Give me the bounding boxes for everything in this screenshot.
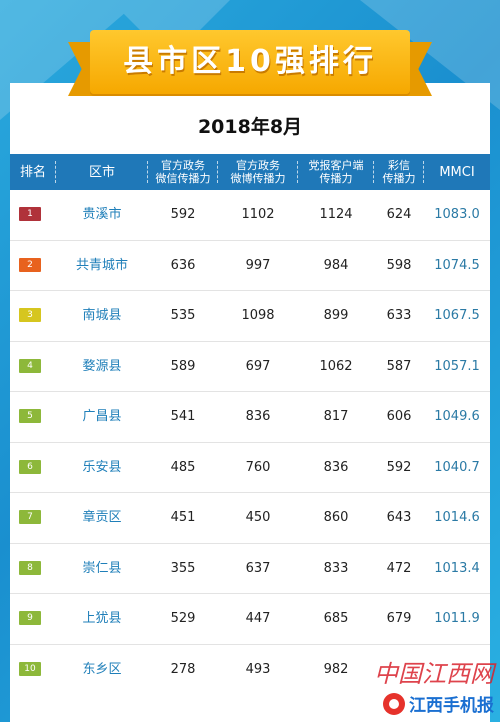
- wechat-value: 535: [170, 308, 196, 323]
- table-row: 6 乐安县 485 760 836 592 1040.7: [10, 443, 490, 493]
- table-row: 3 南城县 535 1098 899 633 1067.5: [10, 291, 490, 342]
- rank-badge: 3: [19, 308, 41, 322]
- app-value: 685: [323, 611, 349, 626]
- rank-badge: 4: [19, 358, 41, 373]
- weibo-value: 447: [245, 611, 271, 626]
- ribbon-band: [90, 30, 410, 94]
- mms-value: 624: [386, 207, 412, 222]
- wechat-value: 355: [170, 560, 196, 576]
- app-value: 836: [323, 459, 349, 475]
- column-header-weibo: 官方政务 微博传播力: [218, 154, 298, 190]
- mmci-value: 1074.5: [434, 257, 480, 273]
- column-header-region: 区市: [56, 154, 148, 190]
- app-value: 817: [323, 409, 349, 424]
- mmci-value: 1011.9: [434, 611, 480, 626]
- mms-value: 592: [386, 459, 412, 475]
- weibo-value: 450: [245, 510, 271, 525]
- region-name: 章贡区: [82, 510, 122, 525]
- rank-badge: 6: [19, 459, 41, 474]
- wechat-value: 636: [170, 257, 196, 273]
- app-value: 1124: [319, 207, 353, 222]
- app-value: 984: [323, 257, 349, 273]
- region-name: 崇仁县: [82, 560, 122, 576]
- mms-value: 472: [386, 560, 412, 576]
- wechat-value: 541: [170, 409, 196, 424]
- wechat-value: 485: [170, 459, 196, 475]
- table-row: 7 章贡区 451 450 860 643 1014.6: [10, 493, 490, 544]
- wechat-value: 278: [170, 661, 196, 677]
- rank-badge: 9: [19, 611, 41, 625]
- table-row: 2 共青城市 636 997 984 598 1074.5: [10, 241, 490, 291]
- mmci-value: 1040.7: [434, 459, 480, 475]
- column-header-mms: 彩信 传播力: [374, 154, 424, 190]
- region-name: 乐安县: [82, 459, 122, 475]
- app-value: 899: [323, 308, 349, 323]
- rank-badge: 5: [19, 409, 41, 423]
- region-name: 广昌县: [82, 409, 122, 424]
- region-name: 东乡区: [82, 661, 122, 677]
- period-subtitle: 2018年8月: [197, 116, 303, 138]
- watermark-brand-name: 江西手机报: [409, 696, 494, 716]
- watermark-brand: 江西手机报: [374, 691, 494, 716]
- region-name: 婺源县: [82, 358, 122, 374]
- app-value: 860: [323, 510, 349, 525]
- page-title: 县市区10强排行: [123, 44, 377, 79]
- watermark: 中国江西网 江西手机报: [374, 654, 494, 716]
- weibo-value: 760: [245, 459, 271, 475]
- region-name: 上犹县: [82, 611, 122, 626]
- table-row: 4 婺源县 589 697 1062 587 1057.1: [10, 342, 490, 392]
- weibo-value: 697: [245, 358, 271, 374]
- ranking-table-body: 1 贵溪市 592 1102 1124 624 1083.0 2 共青城市 63…: [10, 190, 490, 694]
- column-header-wechat: 官方政务 微信传播力: [148, 154, 218, 190]
- table-row: 1 贵溪市 592 1102 1124 624 1083.0: [10, 190, 490, 241]
- weibo-value: 997: [245, 257, 271, 273]
- weibo-value: 836: [245, 409, 271, 424]
- weibo-value: 1102: [241, 207, 275, 222]
- wechat-value: 592: [170, 207, 196, 222]
- app-value: 1062: [319, 358, 353, 374]
- region-name: 贵溪市: [82, 207, 122, 222]
- rank-badge: 10: [19, 661, 41, 676]
- region-name: 南城县: [82, 308, 122, 323]
- table-header: 排名 区市 官方政务 微信传播力 官方政务 微博传播力 党报客户端 传播力 彩信 传播力…: [10, 154, 490, 190]
- weibo-value: 637: [245, 560, 271, 576]
- mms-value: 587: [386, 358, 412, 374]
- table-row: 5 广昌县 541 836 817 606 1049.6: [10, 392, 490, 443]
- mmci-value: 1049.6: [434, 409, 480, 424]
- brand-logo-icon: [383, 692, 405, 715]
- wechat-value: 589: [170, 358, 196, 374]
- mmci-value: 1067.5: [434, 308, 480, 323]
- column-header-app: 党报客户端 传播力: [298, 154, 374, 190]
- mms-value: 598: [386, 257, 412, 273]
- mmci-value: 1083.0: [434, 207, 480, 222]
- mmci-value: 1013.4: [434, 560, 480, 576]
- weibo-value: 493: [245, 661, 271, 677]
- table-row: 8 崇仁县 355 637 833 472 1013.4: [10, 544, 490, 594]
- rank-badge: 1: [19, 207, 41, 221]
- app-value: 833: [323, 560, 349, 576]
- title-ribbon: 县市区10强排行: [68, 30, 432, 102]
- wechat-value: 529: [170, 611, 196, 626]
- mmci-value: 1057.1: [434, 358, 480, 374]
- mms-value: 679: [386, 611, 412, 626]
- mms-value: 606: [386, 409, 412, 424]
- table-row: 10 东乡区 278 493 982: [10, 645, 490, 695]
- rank-badge: 2: [19, 257, 41, 272]
- watermark-site-name: 中国江西网: [374, 660, 494, 688]
- mms-value: 643: [386, 510, 412, 525]
- weibo-value: 1098: [241, 308, 275, 323]
- mms-value: 633: [386, 308, 412, 323]
- rank-badge: 8: [19, 560, 41, 575]
- wechat-value: 451: [170, 510, 196, 525]
- column-header-rank: 排名: [10, 154, 56, 190]
- table-row: 9 上犹县 529 447 685 679 1011.9: [10, 594, 490, 645]
- column-header-mmci: MMCI: [439, 164, 475, 180]
- app-value: 982: [323, 661, 349, 677]
- mmci-value: 1014.6: [434, 510, 480, 525]
- region-name: 共青城市: [75, 257, 128, 273]
- rank-badge: 7: [19, 510, 41, 524]
